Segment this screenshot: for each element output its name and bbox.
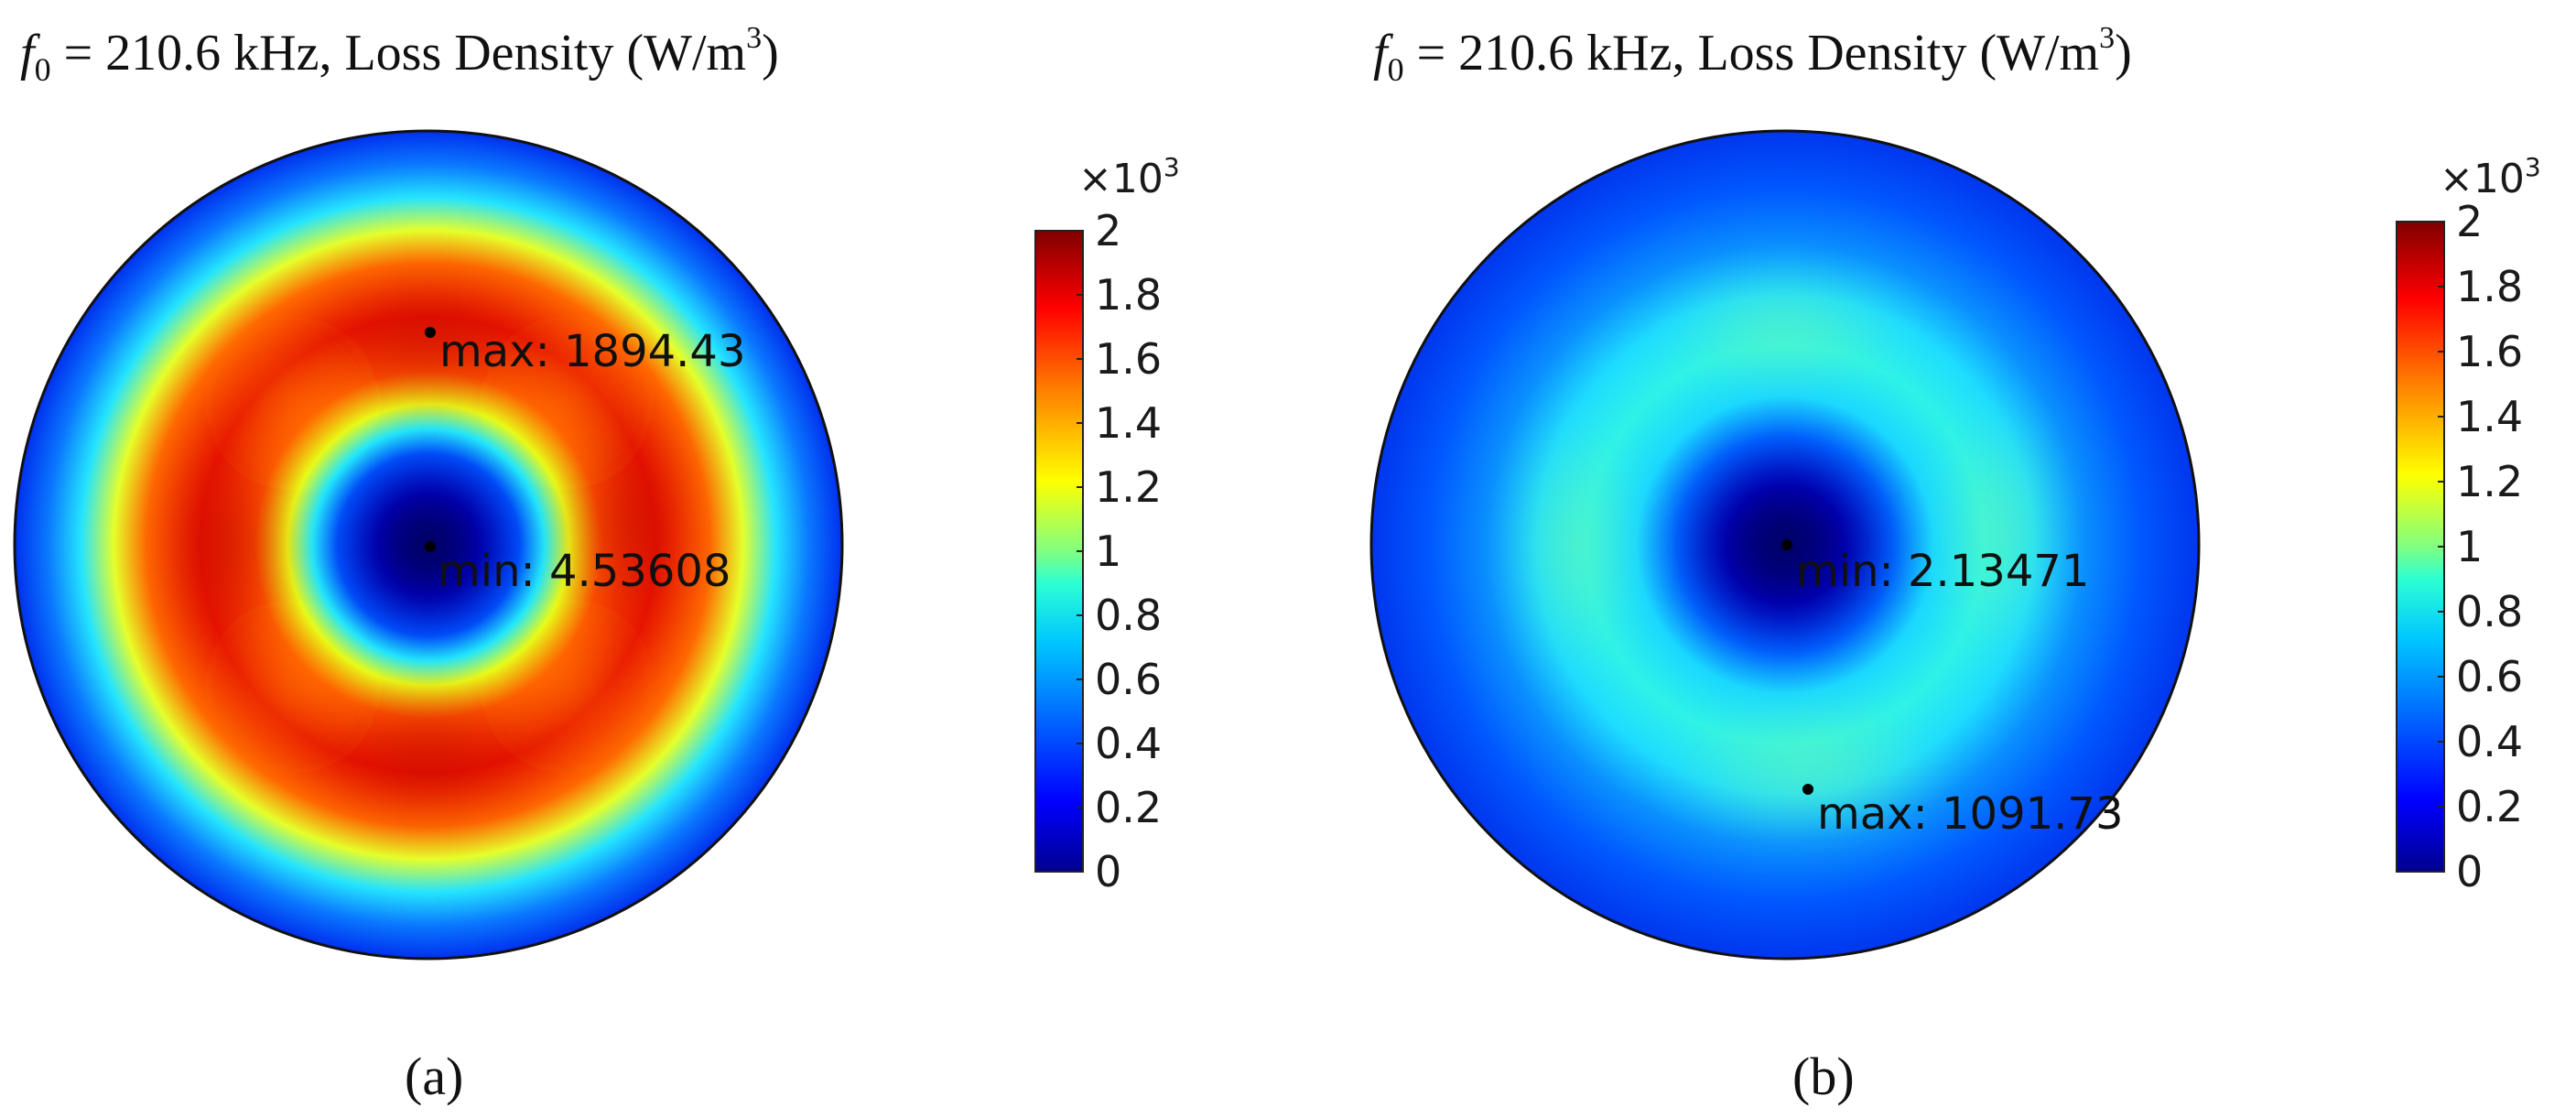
panel-a-colorbar-tick-label: 1.4 (1095, 398, 1162, 448)
panel-b-min-label: min: 2.13471 (1796, 546, 2089, 597)
panel-b-title-sub: 0 (1388, 51, 1404, 88)
panel-a-max-label: max: 1894.43 (439, 326, 746, 377)
panel-b-colorbar-tick-label: 0.4 (2456, 717, 2523, 766)
panel-a-colorbar-tick-label: 1.8 (1095, 270, 1162, 320)
panel-a: f0 = 210.6 kHz, Loss Density (W/m3) max:… (13, 21, 1180, 1106)
panel-b-colorbar-tick-label: 1.8 (2456, 262, 2523, 311)
panel-b-title-suffix: ) (2115, 25, 2132, 81)
panel-a-title-sub: 0 (35, 51, 51, 88)
panel-b-caption: (b) (1792, 1047, 1855, 1106)
panel-b-multiplier-base: ×10 (2440, 156, 2525, 202)
panel-a-colorbar-multiplier: ×103 (1078, 152, 1180, 202)
panel-a-boundary (13, 129, 844, 961)
panel-b-title-sup: 3 (2099, 21, 2115, 55)
panel-a-min-marker (425, 541, 436, 552)
panel-a-colorbar-tick-label: 2 (1095, 206, 1121, 255)
panel-a-caption: (a) (405, 1047, 463, 1106)
panel-b-colorbar-ticks: 2 1.8 1.6 1.4 1.2 1 0.8 0.6 0.4 0.2 0 (2438, 197, 2523, 896)
panel-b-title-main: = 210.6 kHz, Loss Density (W/m (1404, 25, 2100, 81)
panel-b-title: f0 = 210.6 kHz, Loss Density (W/m3) (1373, 21, 2132, 88)
panel-a-title-suffix: ) (762, 25, 779, 81)
panel-b-colorbar-multiplier: ×103 (2440, 152, 2541, 202)
panel-a-max-marker (425, 327, 436, 338)
panel-a-title: f0 = 210.6 kHz, Loss Density (W/m3) (20, 21, 779, 88)
panel-b-colorbar-tick-label: 0.8 (2456, 587, 2523, 636)
panel-b-colorbar-tick-label: 1.6 (2456, 327, 2523, 376)
panel-b-multiplier-exp: 3 (2525, 152, 2541, 182)
panel-b: f0 = 210.6 kHz, Loss Density (W/m3) min:… (1369, 21, 2541, 1106)
panel-a-colorbar-tick-label: 0.2 (1095, 783, 1162, 832)
panel-b-colorbar-tick-label: 0.6 (2456, 652, 2523, 701)
panel-b-max-marker (1802, 784, 1813, 795)
panel-b-colorbar: ×103 2 1.8 1.6 1.4 1.2 1 0.8 0.6 0.4 0.2 0 (2396, 152, 2541, 896)
panel-b-colorbar-tick-label: 1 (2456, 522, 2483, 571)
panel-a-title-sup: 3 (746, 21, 762, 55)
panel-a-colorbar-tick-label: 0.4 (1095, 719, 1162, 768)
panel-a-colorbar-tick-label: 0 (1095, 847, 1121, 896)
panel-a-colorbar-tick-label: 1.6 (1095, 334, 1162, 384)
panel-a-hotspots (160, 275, 696, 820)
panel-a-multiplier-base: ×10 (1078, 156, 1164, 202)
panel-a-colorbar-tick-label: 0.8 (1095, 591, 1162, 640)
panel-b-colorbar-tick-label: 1.2 (2456, 457, 2523, 506)
panel-b-colorbar-tick-label: 2 (2456, 197, 2483, 246)
panel-a-multiplier-exp: 3 (1164, 152, 1180, 182)
panel-b-colorbar-tick-label: 0.2 (2456, 782, 2523, 831)
panel-b-max-label: max: 1091.73 (1817, 788, 2124, 840)
panel-a-colorbar-tick-label: 0.6 (1095, 655, 1162, 704)
panel-a-min-label: min: 4.53608 (438, 546, 731, 597)
panel-a-colorbar-ticks: 2 1.8 1.6 1.4 1.2 1 0.8 0.6 0.4 0.2 0 (1077, 206, 1162, 896)
panel-b-colorbar-tick-label: 0 (2456, 847, 2483, 896)
panel-a-colorbar-bar (1034, 230, 1084, 873)
panel-a-colorbar-tick-label: 1.2 (1095, 462, 1162, 512)
panel-b-boundary (1369, 129, 2201, 961)
panel-a-title-main: = 210.6 kHz, Loss Density (W/m (51, 25, 747, 81)
panel-b-colorbar-bar (2396, 221, 2445, 873)
panel-a-colorbar-tick-label: 1 (1095, 526, 1121, 576)
panel-a-colorbar: ×103 2 1.8 1.6 1.4 1.2 1 0.8 0.6 0.4 0.2 0 (1034, 152, 1180, 896)
panel-b-min-marker (1781, 539, 1792, 550)
panel-b-colorbar-tick-label: 1.4 (2456, 392, 2523, 441)
